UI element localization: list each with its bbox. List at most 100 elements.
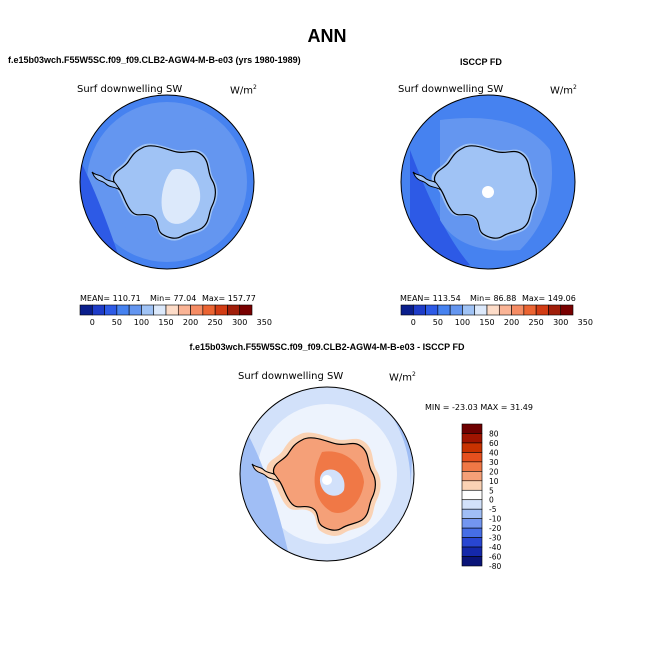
panel-2-colorbar-tick-label: 50 <box>433 318 443 327</box>
panel-3-colorbar <box>461 423 483 567</box>
panel-3-colorbar-tick-label: -80 <box>489 562 501 571</box>
panel-3-colorbar-tick-label: -5 <box>489 505 497 514</box>
panel-2-colorbar-swatch <box>498 304 512 316</box>
panel-2-colorbar-labels: 0 50 100 150 200 250 300 350 <box>411 318 593 327</box>
panel-1-colorbar-swatch <box>104 304 118 316</box>
panel-2-colorbar-swatch <box>511 304 525 316</box>
panel-2-colorbar-tick-label: 200 <box>504 318 519 327</box>
panel-2-colorbar-tick-label: 150 <box>479 318 494 327</box>
panel-1-mean: MEAN= 110.71 <box>80 294 141 303</box>
panel-2-header: ISCCP FD <box>460 57 502 67</box>
panel-2-colorbar-tick-label: 100 <box>455 318 470 327</box>
panel-1-colorbar-tick-label: 0 <box>90 318 95 327</box>
panel-2-min: Min= 86.88 <box>470 294 517 303</box>
panel-2-colorbar-tick-label: 0 <box>411 318 416 327</box>
panel-2-colorbar-swatch <box>400 304 414 316</box>
panel-1-colorbar-tick-label: 150 <box>158 318 173 327</box>
panel-1-colorbar <box>79 304 253 316</box>
panel-1-colorbar-swatch <box>214 304 228 316</box>
panel-3-colorbar-swatch <box>461 489 483 501</box>
panel-3-colorbar-swatch <box>461 518 483 529</box>
panel-1-colorbar-swatch <box>141 304 155 316</box>
panel-1-colorbar-swatch <box>227 304 241 316</box>
panel-1-colorbar-tick-label: 100 <box>134 318 149 327</box>
panel-1-colorbar-labels: 0 50 100 150 200 250 300 350 <box>90 318 272 327</box>
panel-2-colorbar-swatch <box>523 304 537 316</box>
panel-1-colorbar-swatch <box>165 304 179 316</box>
panel-1-colorbar-swatch <box>116 304 130 316</box>
panel-3-colorbar-tick-label: 0 <box>489 496 494 505</box>
panel-3-colorbar-tick-label: -10 <box>489 515 501 524</box>
panel-2-map <box>401 95 575 269</box>
panel-2-colorbar-tick-label: 350 <box>578 318 593 327</box>
panel-3-units: W/m2 <box>389 371 416 384</box>
panel-3-colorbar-tick-label: 20 <box>489 467 499 476</box>
panel-2-colorbar-tick-label: 300 <box>553 318 568 327</box>
panel-3-colorbar-tick-label: -40 <box>489 543 501 552</box>
panel-3-colorbar-swatch <box>461 442 483 453</box>
panel-3-colorbar-tick-label: 40 <box>489 448 499 457</box>
panel-3-colorbar-tick-label: 5 <box>489 486 494 495</box>
panel-1-colorbar-tick-label: 200 <box>183 318 198 327</box>
panel-1-max: Max= 157.77 <box>202 294 256 303</box>
panel-3-colorbar-swatch <box>461 452 483 463</box>
panel-3-colorbar-tick-label: 10 <box>489 477 499 486</box>
panel-1-colorbar-swatch <box>190 304 204 316</box>
panel-1-colorbar-swatch <box>239 304 253 316</box>
panel-1-map-border <box>79 94 255 270</box>
panel-1-colorbar-swatch <box>177 304 191 316</box>
panel-2-colorbar-swatch <box>437 304 451 316</box>
panel-1-colorbar-tick-label: 250 <box>208 318 223 327</box>
panel-3-colorbar-swatch <box>461 433 483 444</box>
panel-3-colorbar-swatch <box>461 508 483 519</box>
panel-1-field-label: Surf downwelling SW <box>77 84 183 95</box>
panel-3-header: f.e15b03wch.F55W5SC.f09_f09.CLB2-AGW4-M-… <box>189 342 465 352</box>
panel-3-field-label: Surf downwelling SW <box>238 371 344 382</box>
panel-1-units: W/m2 <box>230 84 257 97</box>
panel-1-header: f.e15b03wch.F55W5SC.f09_f09.CLB2-AGW4-M-… <box>8 55 301 65</box>
panel-1-colorbar-swatch <box>153 304 167 316</box>
panel-2-units: W/m2 <box>550 84 577 97</box>
panel-2-max: Max= 149.06 <box>522 294 576 303</box>
panel-3-minmax: MIN = -23.03 MAX = 31.49 <box>425 403 533 412</box>
panel-2-colorbar-swatch <box>462 304 476 316</box>
panel-3-colorbar-swatch <box>461 423 483 434</box>
panel-3-colorbar-swatch <box>461 480 483 491</box>
panel-3-colorbar-tick-label: 60 <box>489 439 499 448</box>
panel-3-colorbar-tick-label: -30 <box>489 534 501 543</box>
panel-1-colorbar-swatch <box>202 304 216 316</box>
panel-1-colorbar-tick-label: 50 <box>112 318 122 327</box>
panel-3-colorbar-swatch <box>461 537 483 548</box>
panel-3-colorbar-tick-label: -60 <box>489 553 501 562</box>
panel-1-colorbar-tick-label: 300 <box>232 318 247 327</box>
panel-2-colorbar-swatch <box>474 304 488 316</box>
panel-3-colorbar-tick-label: 30 <box>489 458 499 467</box>
panel-2-field-label: Surf downwelling SW <box>398 84 504 95</box>
panel-2-colorbar-swatch <box>535 304 549 316</box>
panel-2-mean: MEAN= 113.54 <box>400 294 461 303</box>
panel-3-colorbar-swatch <box>461 546 483 557</box>
panel-2-colorbar <box>400 304 574 316</box>
panel-2-map-border <box>400 94 576 270</box>
panel-3-map-border <box>239 386 415 562</box>
panel-3-colorbar-tick-label: 80 <box>489 429 499 438</box>
panel-3-colorbar-swatch <box>461 461 483 472</box>
panel-3-colorbar-tick-label: -20 <box>489 524 501 533</box>
panel-1-colorbar-tick-label: 350 <box>257 318 272 327</box>
panel-2-colorbar-swatch <box>412 304 426 316</box>
panel-1-colorbar-swatch <box>91 304 105 316</box>
panel-1-colorbar-swatch <box>128 304 142 316</box>
panel-3-colorbar-swatch <box>461 499 483 510</box>
panel-3-colorbar-swatch <box>461 471 483 482</box>
panel-3-map <box>240 387 414 561</box>
panel-2-colorbar-swatch <box>425 304 439 316</box>
panel-2-colorbar-swatch <box>486 304 500 316</box>
panel-2-colorbar-tick-label: 250 <box>529 318 544 327</box>
panel-1-min: Min= 77.04 <box>150 294 197 303</box>
panel-1-colorbar-swatch <box>79 304 93 316</box>
panel-2-colorbar-swatch <box>449 304 463 316</box>
panel-2-colorbar-swatch <box>548 304 562 316</box>
panel-3-colorbar-swatch <box>461 527 483 538</box>
panel-2-colorbar-swatch <box>560 304 574 316</box>
